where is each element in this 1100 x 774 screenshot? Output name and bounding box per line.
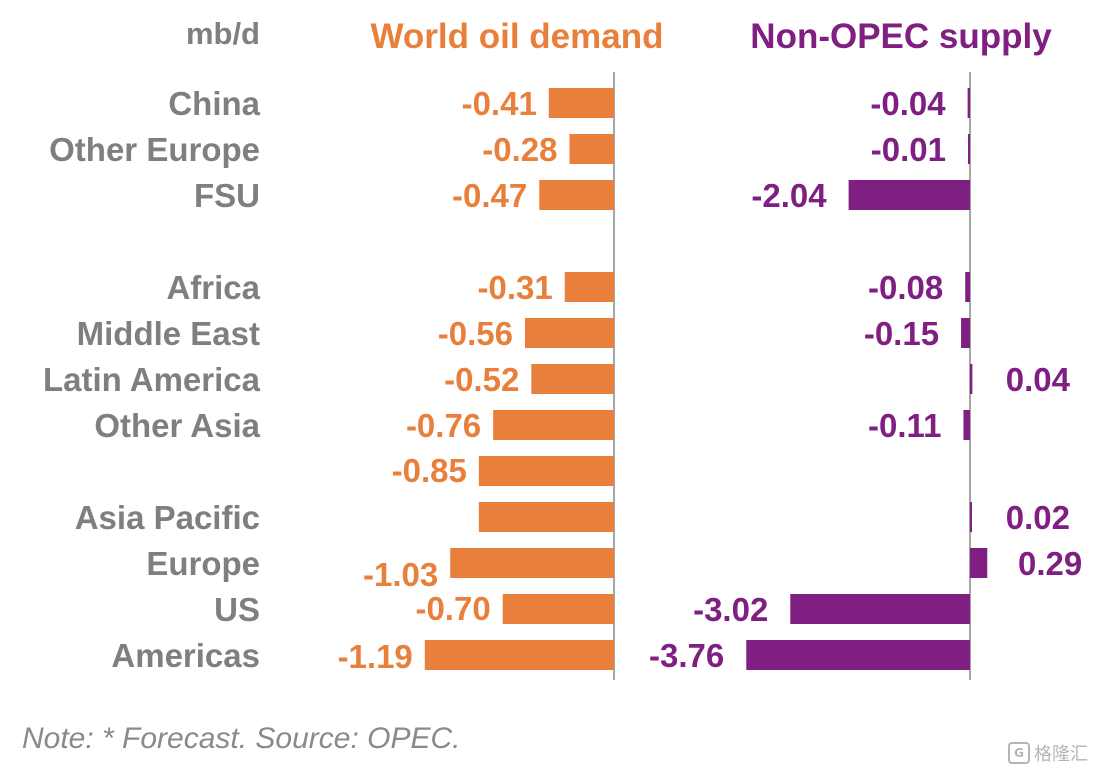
supply-bar [970, 364, 973, 394]
watermark-text: 格隆汇 [1034, 744, 1088, 765]
demand-value-label: -0.47 [452, 177, 527, 214]
supply-value-label: 0.02 [1006, 499, 1070, 536]
demand-value-label: -0.31 [477, 269, 552, 306]
supply-value-label: -2.04 [751, 177, 827, 214]
supply-bars: -0.04 -0.01 -2.04 -0.08 -0.15 0.04 -0.11 0.02 0.… [649, 85, 1082, 674]
category-label: Latin America [43, 361, 261, 398]
supply-value-label: -0.04 [870, 85, 946, 122]
demand-bar [539, 180, 614, 210]
watermark-logo-icon: G [1008, 742, 1030, 764]
demand-value-label: -1.19 [338, 638, 413, 675]
supply-value-label: -3.02 [693, 591, 768, 628]
supply-value-label: -0.08 [868, 269, 943, 306]
supply-bar [970, 502, 972, 532]
demand-panel-title: World oil demand [371, 17, 664, 56]
category-label: Europe [146, 545, 260, 582]
category-label: Other Asia [94, 407, 260, 444]
supply-bar [961, 318, 970, 348]
category-label: China [168, 85, 260, 122]
demand-bars: -0.41 -0.28 -0.47 -0.31 -0.56 -0.52 -0.76 -0.85… [338, 85, 614, 675]
demand-bar [502, 594, 614, 624]
supply-bar [970, 548, 988, 578]
demand-bar [524, 318, 614, 348]
demand-value-label: -0.85 [392, 452, 467, 489]
category-labels: China Other Europe FSU Africa Middle East Lat… [43, 85, 261, 674]
supply-bar [968, 134, 970, 164]
source-note: Note: * Forecast. Source: OPEC. [22, 722, 461, 755]
demand-bar [548, 88, 614, 118]
category-label: FSU [194, 177, 260, 214]
demand-bar [564, 272, 614, 302]
demand-value-label: -0.41 [462, 85, 537, 122]
demand-value-label: -0.76 [406, 407, 481, 444]
demand-bar [478, 502, 614, 532]
supply-value-label: -0.01 [871, 131, 946, 168]
demand-value-label: -0.52 [444, 361, 519, 398]
supply-value-label: 0.29 [1018, 545, 1082, 582]
demand-value-label: -0.70 [415, 590, 490, 627]
category-label: Asia Pacific [75, 499, 260, 536]
demand-value-label: -0.56 [438, 315, 513, 352]
demand-value-label: -0.28 [482, 131, 557, 168]
category-label: US [214, 591, 260, 628]
watermark: G 格隆汇 [1008, 740, 1088, 766]
supply-value-label: -0.11 [868, 407, 941, 444]
supply-bar [790, 594, 970, 624]
category-label: Other Europe [49, 131, 260, 168]
supply-panel-title: Non-OPEC supply [750, 17, 1052, 56]
supply-value-label: -0.15 [864, 315, 939, 352]
demand-bar [424, 640, 614, 670]
demand-bar [569, 134, 614, 164]
supply-value-label: -3.76 [649, 637, 724, 674]
category-label: Africa [166, 269, 260, 306]
demand-value-label: -1.03 [363, 556, 438, 593]
demand-bar [478, 456, 614, 486]
unit-label: mb/d [186, 16, 260, 51]
demand-bar [493, 410, 614, 440]
category-label: Americas [111, 637, 260, 674]
supply-bar [963, 410, 970, 440]
supply-bar [848, 180, 970, 210]
demand-bar [450, 548, 614, 578]
supply-bar [746, 640, 970, 670]
demand-bar [531, 364, 614, 394]
supply-bar [967, 88, 970, 118]
supply-bar [965, 272, 970, 302]
category-label: Middle East [77, 315, 260, 352]
supply-value-label: 0.04 [1006, 361, 1071, 398]
